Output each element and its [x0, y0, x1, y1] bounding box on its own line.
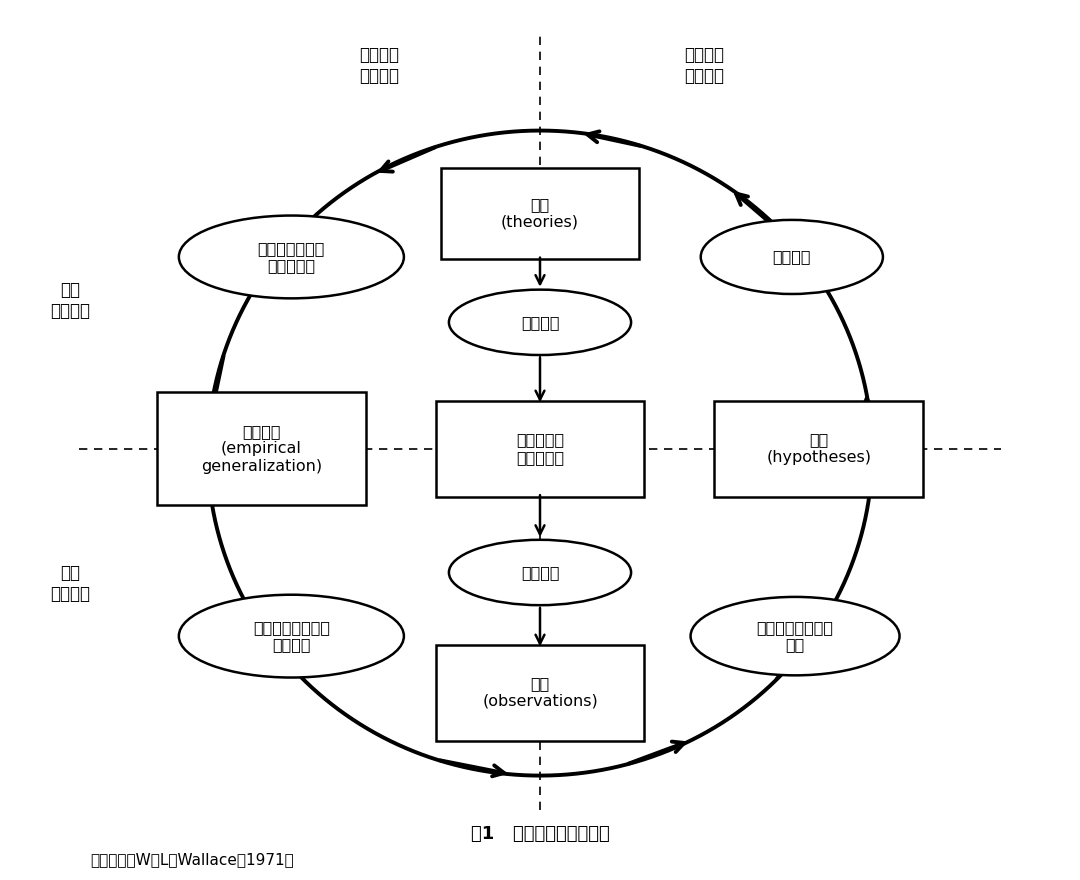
Text: 逻辑演绤: 逻辑演绤 — [772, 249, 811, 265]
Text: 假设检验: 假设检验 — [521, 565, 559, 580]
FancyBboxPatch shape — [435, 645, 645, 741]
Text: 假设
(hypotheses): 假设 (hypotheses) — [766, 432, 872, 465]
Text: 实证概括
(empirical
generalization): 实证概括 (empirical generalization) — [201, 424, 322, 473]
FancyBboxPatch shape — [435, 400, 645, 496]
Text: 资料来源：W．L．Wallace，1971。: 资料来源：W．L．Wallace，1971。 — [90, 853, 294, 868]
Ellipse shape — [179, 216, 404, 298]
Text: 形成概念，形成
及排列命题: 形成概念，形成 及排列命题 — [258, 241, 325, 273]
Text: 解释，工具度量，
抄样: 解释，工具度量， 抄样 — [757, 620, 834, 652]
Text: 观察
(observations): 观察 (observations) — [482, 677, 598, 709]
Text: 理论
(theories): 理论 (theories) — [501, 197, 579, 230]
Text: 图1   科学研究过程的要素: 图1 科学研究过程的要素 — [471, 825, 609, 843]
Text: 归纳研究
构建理论: 归纳研究 构建理论 — [360, 46, 400, 84]
Ellipse shape — [449, 290, 631, 355]
Text: 实证
研究方法: 实证 研究方法 — [51, 564, 91, 603]
Ellipse shape — [701, 220, 883, 294]
Ellipse shape — [449, 539, 631, 605]
FancyBboxPatch shape — [441, 167, 639, 259]
Text: 逻辑推理: 逻辑推理 — [521, 315, 559, 330]
Text: 接受或拒绝
假设的决定: 接受或拒绝 假设的决定 — [516, 432, 564, 465]
FancyBboxPatch shape — [157, 392, 366, 505]
Text: 理论
逻辑方法: 理论 逻辑方法 — [51, 281, 91, 320]
Ellipse shape — [690, 597, 900, 675]
Text: 演绤研究
应用理论: 演绤研究 应用理论 — [684, 46, 724, 84]
Ellipse shape — [179, 595, 404, 678]
Text: 测量，抄样总结，
参数估计: 测量，抄样总结， 参数估计 — [253, 620, 329, 652]
FancyBboxPatch shape — [714, 400, 923, 496]
